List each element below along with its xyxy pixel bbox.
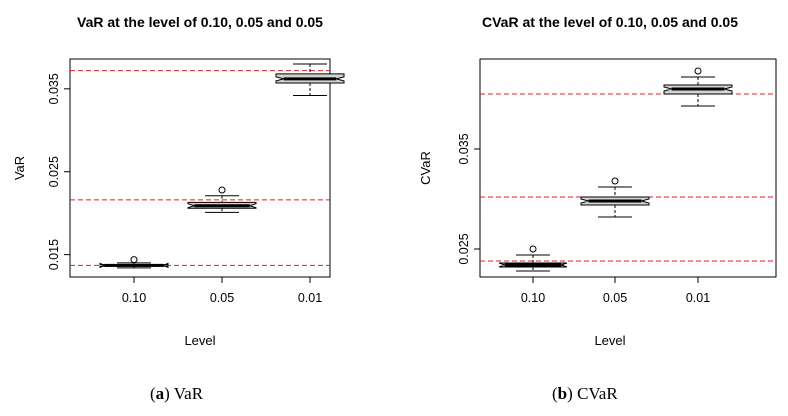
outlier-point (130, 256, 138, 264)
x-tick-labels-var: 0.10 0.05 0.01 (122, 277, 322, 305)
y-tick-label-1: 0.015 (47, 239, 61, 270)
y-tick-labels-var: 0.015 0.025 0.035 (47, 73, 70, 270)
caption-a: (a) VaR (150, 384, 204, 403)
boxes-cvar (480, 67, 776, 272)
box-0.10 (99, 256, 169, 269)
panel-var: VaR at the level of 0.10, 0.05 and 0.05 … (12, 14, 345, 348)
y-axis-label-cvar: CVaR (418, 151, 433, 185)
caption-a-text: VaR (173, 384, 204, 403)
outlier-point (694, 67, 702, 75)
caption-a-letter: a (155, 384, 165, 403)
outlier-point (529, 245, 537, 253)
y-tick-label-2: 0.025 (47, 156, 61, 187)
x-tick-label-0.01: 0.01 (298, 291, 322, 305)
x-tick-label-0.10: 0.10 (521, 291, 545, 305)
figure: VaR at the level of 0.10, 0.05 and 0.05 … (12, 14, 777, 348)
x-tick-label-0.05: 0.05 (603, 291, 627, 305)
box-0.10 (498, 245, 568, 272)
plot-frame-cvar (479, 58, 777, 278)
caption-b: (b) CVaR (552, 384, 618, 403)
y-tick-label-1: 0.025 (457, 233, 471, 264)
x-axis-label-var: Level (184, 333, 215, 348)
caption-b-letter: b (557, 384, 568, 403)
x-tick-label-0.10: 0.10 (122, 291, 146, 305)
outlier-point (611, 177, 619, 185)
caption-b-text: CVaR (577, 384, 618, 403)
box-0.05 (580, 177, 650, 218)
plot-frame-var (69, 58, 331, 278)
panel-cvar: CVaR at the level of 0.10, 0.05 and 0.05… (418, 14, 777, 348)
x-tick-label-0.05: 0.05 (210, 291, 234, 305)
y-tick-label-2: 0.035 (457, 133, 471, 164)
x-tick-labels-cvar: 0.10 0.05 0.01 (521, 277, 710, 305)
box-0.01 (663, 67, 733, 107)
y-axis-label-var: VaR (12, 156, 27, 180)
y-tick-labels-cvar: 0.025 0.035 (457, 133, 480, 265)
chart-title-var: VaR at the level of 0.10, 0.05 and 0.05 (77, 14, 323, 30)
chart-title-cvar: CVaR at the level of 0.10, 0.05 and 0.05 (482, 14, 738, 30)
x-axis-label-cvar: Level (594, 333, 625, 348)
y-tick-label-3: 0.035 (47, 73, 61, 104)
boxes-var (70, 63, 345, 269)
x-tick-label-0.01: 0.01 (686, 291, 710, 305)
outlier-point (218, 186, 226, 194)
box-0.01 (275, 63, 345, 96)
box-0.05 (187, 186, 257, 213)
